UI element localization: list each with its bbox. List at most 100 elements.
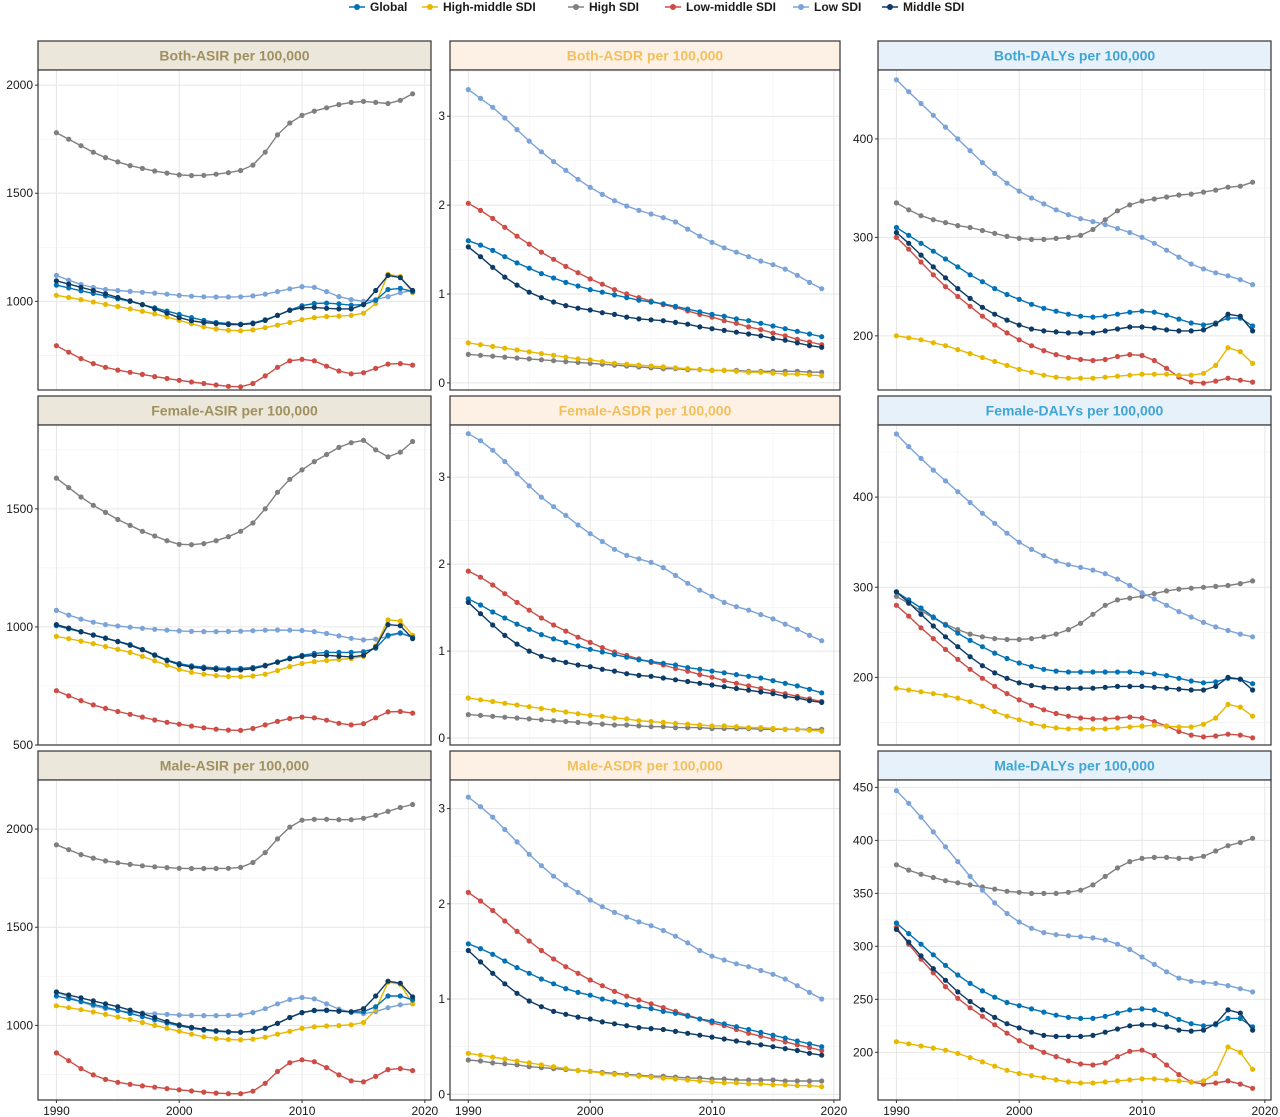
data-point-high-middle-sdi	[238, 328, 244, 334]
data-point-low-middle-sdi	[636, 997, 642, 1003]
data-point-high-middle-sdi	[490, 343, 496, 349]
data-point-low-sdi	[1114, 576, 1121, 582]
data-point-middle-sdi	[1237, 313, 1243, 319]
data-point-high-sdi	[1053, 890, 1059, 897]
data-point-middle-sdi	[201, 1026, 207, 1032]
data-point-low-sdi	[575, 889, 581, 896]
data-point-high-middle-sdi	[893, 685, 900, 691]
data-point-high-middle-sdi	[324, 313, 330, 320]
data-point-high-middle-sdi	[1114, 725, 1121, 731]
data-point-high-sdi	[1139, 198, 1145, 204]
data-point-global	[611, 999, 618, 1005]
data-point-low-sdi	[782, 621, 788, 627]
data-point-low-sdi	[152, 626, 158, 632]
data-point-high-middle-sdi	[1102, 1079, 1108, 1085]
data-point-middle-sdi	[733, 685, 740, 692]
data-point-high-sdi	[819, 1078, 825, 1084]
data-point-high-middle-sdi	[648, 718, 654, 725]
data-point-low-middle-sdi	[385, 709, 391, 715]
data-point-low-sdi	[1127, 582, 1133, 589]
data-point-low-middle-sdi	[164, 1086, 170, 1092]
data-point-high-middle-sdi	[225, 1036, 231, 1043]
data-point-low-middle-sdi	[587, 276, 593, 282]
data-point-low-sdi	[526, 483, 532, 489]
data-point-low-sdi	[918, 100, 924, 107]
data-point-high-sdi	[201, 172, 207, 178]
x-tick-label: 2020	[821, 1104, 848, 1117]
data-point-global	[942, 962, 949, 969]
data-point-global	[53, 993, 60, 999]
data-point-low-sdi	[1016, 188, 1022, 194]
data-point-middle-sdi	[287, 656, 293, 662]
data-point-low-sdi	[188, 628, 195, 635]
data-point-high-middle-sdi	[1188, 1079, 1194, 1085]
data-point-high-middle-sdi	[1065, 375, 1071, 381]
data-point-high-middle-sdi	[1078, 375, 1084, 381]
data-point-global	[385, 993, 391, 999]
data-point-middle-sdi	[139, 1011, 145, 1017]
panel-title: Male-ASIR per 100,000	[160, 758, 310, 774]
data-point-low-middle-sdi	[324, 363, 330, 369]
y-tick-label: 2	[438, 897, 445, 911]
data-point-low-middle-sdi	[1225, 375, 1231, 381]
data-point-global	[1028, 664, 1035, 670]
data-point-low-sdi	[575, 176, 581, 182]
data-point-global	[1016, 660, 1022, 666]
data-point-high-middle-sdi	[465, 695, 471, 701]
data-point-global	[746, 318, 752, 324]
y-tick-label: 0	[438, 376, 445, 390]
data-point-high-sdi	[1028, 636, 1035, 642]
data-point-low-sdi	[685, 940, 691, 946]
data-point-high-sdi	[102, 509, 109, 515]
data-point-low-sdi	[551, 504, 557, 510]
data-point-high-sdi	[721, 1076, 727, 1082]
data-point-low-sdi	[397, 1002, 403, 1008]
data-point-low-sdi	[967, 873, 973, 880]
data-point-global	[770, 323, 776, 329]
data-point-middle-sdi	[1053, 329, 1059, 335]
data-point-middle-sdi	[1004, 317, 1010, 323]
x-tick-label: 2010	[699, 1104, 726, 1117]
data-point-high-sdi	[53, 130, 60, 136]
data-point-low-sdi	[1213, 270, 1219, 276]
data-point-middle-sdi	[397, 275, 403, 281]
data-point-middle-sdi	[611, 311, 618, 317]
data-point-middle-sdi	[806, 698, 813, 704]
data-point-middle-sdi	[1127, 683, 1133, 690]
legend-label: Low-middle SDI	[686, 0, 776, 14]
data-point-high-sdi	[906, 867, 912, 873]
data-point-high-sdi	[514, 1062, 520, 1068]
data-point-middle-sdi	[164, 310, 170, 316]
data-point-high-sdi	[188, 865, 195, 872]
data-point-low-middle-sdi	[336, 368, 342, 374]
data-point-low-sdi	[1213, 624, 1219, 630]
data-point-middle-sdi	[538, 653, 545, 659]
series-group	[53, 801, 416, 1097]
data-point-low-sdi	[660, 565, 666, 571]
data-point-high-middle-sdi	[262, 671, 268, 677]
data-point-low-sdi	[721, 957, 727, 963]
data-point-high-middle-sdi	[979, 354, 986, 361]
data-point-low-middle-sdi	[1016, 697, 1022, 703]
data-point-global	[942, 622, 949, 628]
data-point-global	[733, 672, 740, 678]
data-point-middle-sdi	[127, 1007, 133, 1013]
data-point-low-sdi	[1164, 247, 1170, 253]
data-point-low-middle-sdi	[373, 1073, 379, 1079]
data-point-middle-sdi	[782, 693, 788, 699]
data-point-low-middle-sdi	[213, 726, 219, 732]
data-point-global	[490, 609, 496, 615]
data-point-high-sdi	[1164, 588, 1170, 594]
data-point-low-middle-sdi	[1114, 353, 1121, 360]
data-point-high-middle-sdi	[274, 1031, 281, 1037]
data-point-low-sdi	[992, 170, 998, 176]
panel-title: Male-DALYs per 100,000	[994, 758, 1155, 774]
data-point-high-middle-sdi	[967, 351, 973, 357]
data-point-global	[1065, 311, 1071, 317]
data-point-high-middle-sdi	[1225, 345, 1231, 351]
y-tick-label: 250	[853, 992, 873, 1006]
data-point-global	[685, 306, 691, 312]
data-point-middle-sdi	[78, 629, 84, 635]
data-point-high-sdi	[201, 541, 207, 547]
data-point-high-sdi	[410, 91, 416, 97]
